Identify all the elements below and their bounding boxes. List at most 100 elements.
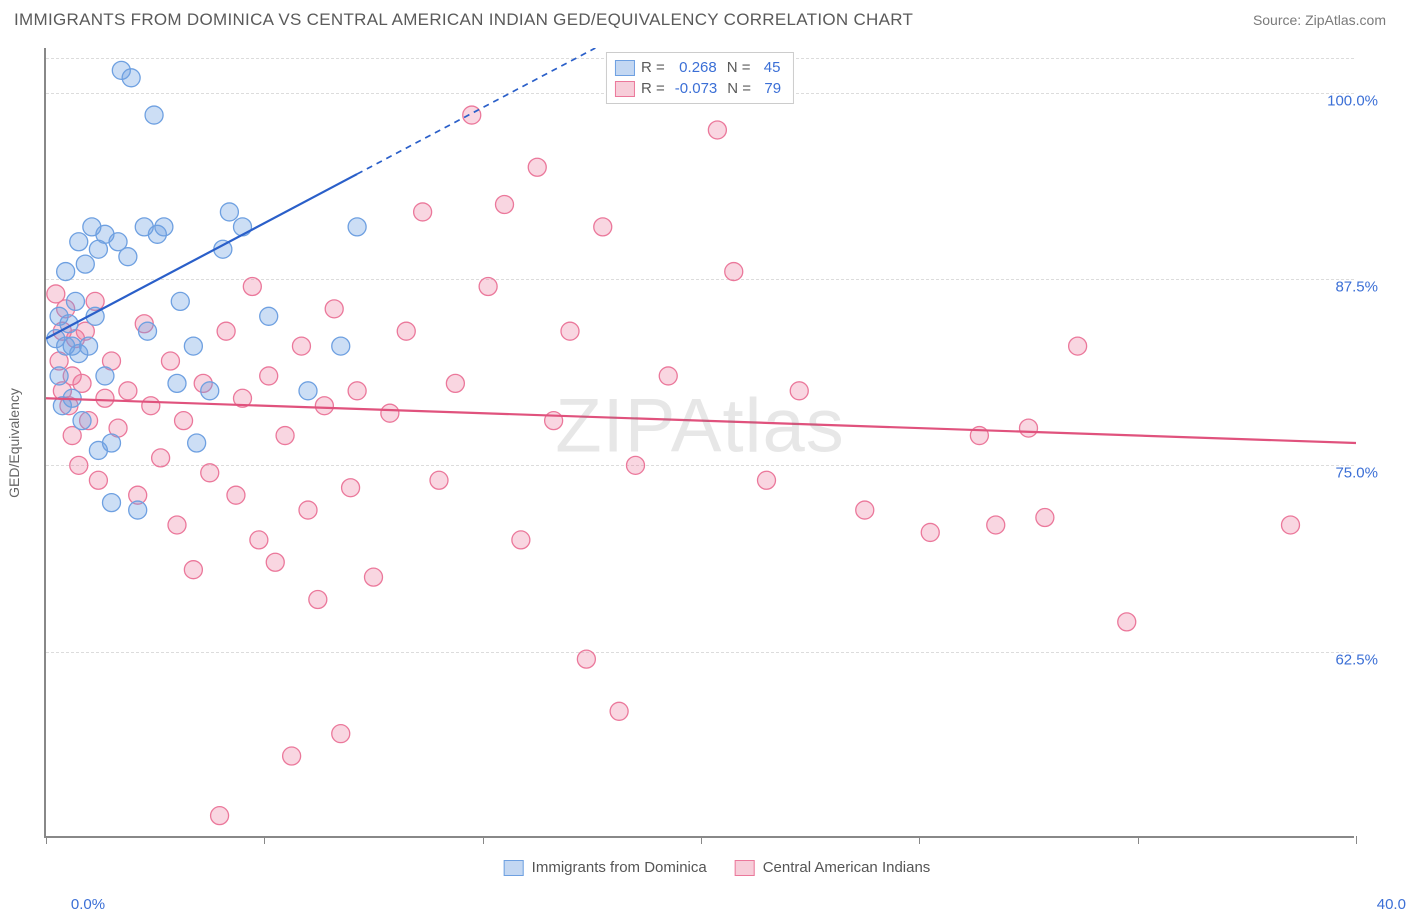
data-point bbox=[103, 434, 121, 452]
data-point bbox=[260, 367, 278, 385]
data-point bbox=[155, 218, 173, 236]
data-point bbox=[103, 494, 121, 512]
data-point bbox=[987, 516, 1005, 534]
data-point bbox=[76, 255, 94, 273]
data-point bbox=[577, 650, 595, 668]
data-point bbox=[234, 218, 252, 236]
stat-R-label: R = bbox=[641, 57, 665, 78]
trend-line bbox=[46, 398, 1356, 443]
data-point bbox=[348, 382, 366, 400]
data-point bbox=[89, 471, 107, 489]
data-point bbox=[129, 501, 147, 519]
plot-area: ZIPAtlas R = 0.268 N = 45 R = -0.073 N =… bbox=[44, 48, 1354, 838]
data-point bbox=[1282, 516, 1300, 534]
legend-stat-row: R = 0.268 N = 45 bbox=[615, 57, 785, 78]
data-point bbox=[309, 591, 327, 609]
data-point bbox=[594, 218, 612, 236]
data-point bbox=[283, 747, 301, 765]
data-point bbox=[152, 449, 170, 467]
data-point bbox=[227, 486, 245, 504]
data-point bbox=[758, 471, 776, 489]
data-point bbox=[171, 292, 189, 310]
stat-R-label: R = bbox=[641, 78, 665, 99]
data-point bbox=[856, 501, 874, 519]
chart-title: IMMIGRANTS FROM DOMINICA VS CENTRAL AMER… bbox=[14, 10, 913, 30]
stat-R-value: -0.073 bbox=[671, 78, 722, 99]
chart-container: GED/Equivalency ZIPAtlas R = 0.268 N = 4… bbox=[44, 48, 1390, 838]
data-point bbox=[201, 382, 219, 400]
data-point bbox=[57, 263, 75, 281]
data-point bbox=[96, 389, 114, 407]
data-point bbox=[292, 337, 310, 355]
data-point bbox=[725, 263, 743, 281]
legend-swatch bbox=[615, 81, 635, 97]
data-point bbox=[161, 352, 179, 370]
legend-series-label: Immigrants from Dominica bbox=[532, 859, 707, 876]
data-point bbox=[610, 702, 628, 720]
data-point bbox=[1020, 419, 1038, 437]
x-tick-label: 40.0% bbox=[1377, 896, 1406, 913]
data-point bbox=[463, 106, 481, 124]
series-legend: Immigrants from Dominica Central America… bbox=[504, 859, 931, 876]
data-point bbox=[260, 307, 278, 325]
data-point bbox=[1036, 509, 1054, 527]
legend-swatch bbox=[735, 860, 755, 876]
data-point bbox=[184, 561, 202, 579]
stat-N-label: N = bbox=[727, 78, 751, 99]
scatter-plot-svg bbox=[46, 48, 1356, 838]
y-axis-label: GED/Equivalency bbox=[6, 388, 22, 498]
data-point bbox=[512, 531, 530, 549]
data-point bbox=[217, 322, 235, 340]
data-point bbox=[325, 300, 343, 318]
data-point bbox=[332, 337, 350, 355]
data-point bbox=[790, 382, 808, 400]
legend-series-label: Central American Indians bbox=[763, 859, 931, 876]
legend-swatch bbox=[504, 860, 524, 876]
data-point bbox=[73, 412, 91, 430]
data-point bbox=[168, 374, 186, 392]
data-point bbox=[145, 106, 163, 124]
data-point bbox=[381, 404, 399, 422]
data-point bbox=[1069, 337, 1087, 355]
data-point bbox=[561, 322, 579, 340]
data-point bbox=[70, 233, 88, 251]
data-point bbox=[80, 337, 98, 355]
data-point bbox=[66, 292, 84, 310]
data-point bbox=[184, 337, 202, 355]
data-point bbox=[201, 464, 219, 482]
data-point bbox=[446, 374, 464, 392]
data-point bbox=[168, 516, 186, 534]
data-point bbox=[430, 471, 448, 489]
data-point bbox=[397, 322, 415, 340]
data-point bbox=[921, 523, 939, 541]
legend-swatch bbox=[615, 60, 635, 76]
trend-line-dashed bbox=[357, 48, 595, 174]
data-point bbox=[659, 367, 677, 385]
data-point bbox=[211, 807, 229, 825]
data-point bbox=[414, 203, 432, 221]
legend-series-item: Immigrants from Dominica bbox=[504, 859, 707, 876]
data-point bbox=[479, 277, 497, 295]
correlation-legend: R = 0.268 N = 45 R = -0.073 N = 79 bbox=[606, 52, 794, 104]
data-point bbox=[299, 501, 317, 519]
data-point bbox=[342, 479, 360, 497]
stat-N-value: 79 bbox=[757, 78, 785, 99]
data-point bbox=[708, 121, 726, 139]
data-point bbox=[188, 434, 206, 452]
data-point bbox=[1118, 613, 1136, 631]
data-point bbox=[332, 725, 350, 743]
source-label: Source: ZipAtlas.com bbox=[1253, 12, 1386, 28]
data-point bbox=[122, 69, 140, 87]
data-point bbox=[50, 367, 68, 385]
data-point bbox=[528, 158, 546, 176]
data-point bbox=[175, 412, 193, 430]
data-point bbox=[496, 196, 514, 214]
data-point bbox=[365, 568, 383, 586]
data-point bbox=[96, 367, 114, 385]
data-point bbox=[119, 248, 137, 266]
data-point bbox=[243, 277, 261, 295]
stat-R-value: 0.268 bbox=[671, 57, 721, 78]
data-point bbox=[627, 456, 645, 474]
data-point bbox=[266, 553, 284, 571]
data-point bbox=[299, 382, 317, 400]
